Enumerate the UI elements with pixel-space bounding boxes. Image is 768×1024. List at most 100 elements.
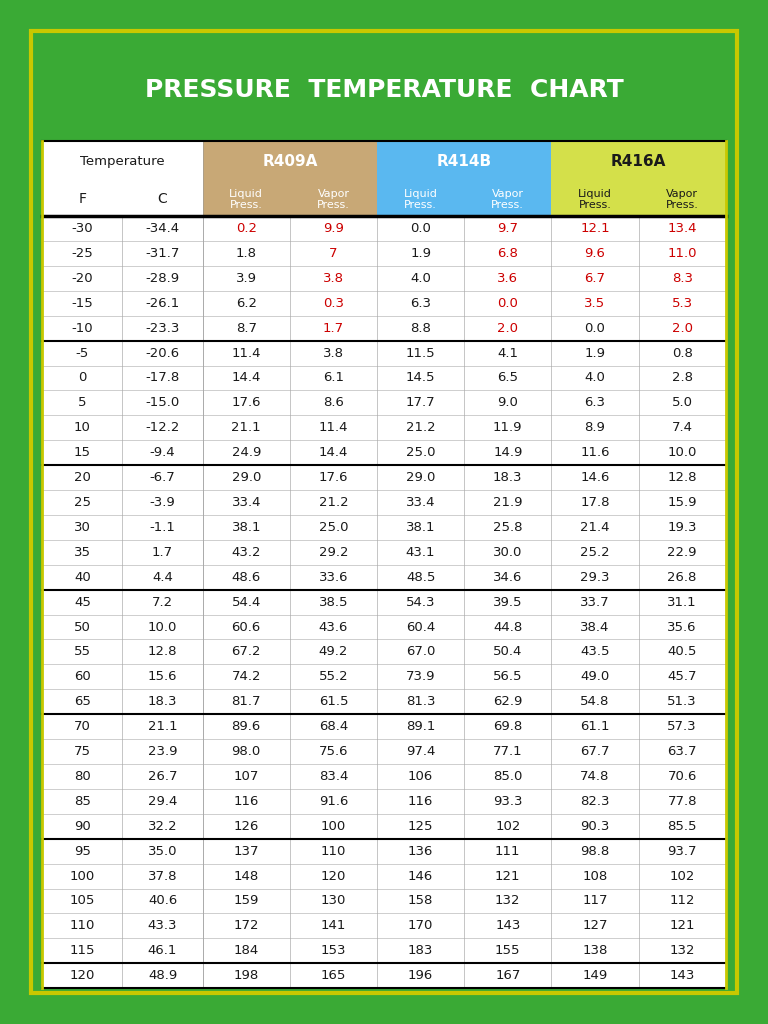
Text: 89.1: 89.1 (406, 720, 435, 733)
Text: 15.6: 15.6 (147, 671, 177, 683)
Text: 116: 116 (408, 795, 433, 808)
Text: Temperature: Temperature (80, 156, 165, 168)
Text: Vapor
Press.: Vapor Press. (492, 188, 525, 210)
Text: 20: 20 (74, 471, 91, 484)
FancyBboxPatch shape (42, 41, 726, 138)
Text: 126: 126 (233, 820, 259, 833)
Text: 5.3: 5.3 (671, 297, 693, 309)
Text: 30.0: 30.0 (493, 546, 522, 559)
Text: -20: -20 (71, 271, 93, 285)
Text: 132: 132 (670, 944, 695, 957)
Text: 100: 100 (321, 820, 346, 833)
Text: 48.6: 48.6 (232, 570, 261, 584)
FancyBboxPatch shape (551, 182, 638, 216)
Text: -31.7: -31.7 (145, 247, 180, 260)
Text: 38.4: 38.4 (581, 621, 610, 634)
Text: 7: 7 (329, 247, 338, 260)
Text: Vapor
Press.: Vapor Press. (317, 188, 350, 210)
Text: 196: 196 (408, 969, 433, 982)
Text: 17.6: 17.6 (319, 471, 348, 484)
Text: 4.0: 4.0 (410, 271, 431, 285)
Text: 40: 40 (74, 570, 91, 584)
Text: 100: 100 (70, 869, 95, 883)
Text: 1.9: 1.9 (584, 346, 605, 359)
Text: 44.8: 44.8 (493, 621, 522, 634)
Text: 18.3: 18.3 (147, 695, 177, 709)
Text: -3.9: -3.9 (150, 496, 175, 509)
Text: 29.0: 29.0 (232, 471, 261, 484)
Text: 8.7: 8.7 (236, 322, 257, 335)
Text: 26.8: 26.8 (667, 570, 697, 584)
Text: 25.8: 25.8 (493, 521, 522, 534)
Text: 9.9: 9.9 (323, 222, 344, 236)
Text: 90.3: 90.3 (581, 820, 610, 833)
Text: 8.8: 8.8 (410, 322, 431, 335)
Text: 43.5: 43.5 (581, 645, 610, 658)
Text: 48.9: 48.9 (148, 969, 177, 982)
Text: 1.7: 1.7 (152, 546, 173, 559)
Text: 127: 127 (582, 920, 607, 933)
Text: 8.3: 8.3 (672, 271, 693, 285)
Text: -15: -15 (71, 297, 93, 309)
Text: -26.1: -26.1 (145, 297, 180, 309)
FancyBboxPatch shape (377, 182, 464, 216)
FancyBboxPatch shape (551, 141, 726, 182)
Text: 198: 198 (233, 969, 259, 982)
Text: 75: 75 (74, 745, 91, 758)
Text: 5.0: 5.0 (672, 396, 693, 410)
Text: Liquid
Press.: Liquid Press. (230, 188, 263, 210)
Text: 125: 125 (408, 820, 433, 833)
Text: 46.1: 46.1 (148, 944, 177, 957)
Text: 29.4: 29.4 (148, 795, 177, 808)
Text: 21.9: 21.9 (493, 496, 522, 509)
Text: 17.8: 17.8 (581, 496, 610, 509)
Text: 158: 158 (408, 895, 433, 907)
Text: 120: 120 (321, 869, 346, 883)
Text: -17.8: -17.8 (145, 372, 180, 384)
Text: 31.1: 31.1 (667, 596, 697, 608)
Text: 25.0: 25.0 (319, 521, 348, 534)
Text: 137: 137 (233, 845, 259, 858)
Text: 0: 0 (78, 372, 87, 384)
Text: 6.7: 6.7 (584, 271, 605, 285)
Text: 61.1: 61.1 (581, 720, 610, 733)
FancyBboxPatch shape (464, 182, 551, 216)
Text: F: F (78, 193, 86, 206)
Text: 32.2: 32.2 (147, 820, 177, 833)
Text: 12.8: 12.8 (667, 471, 697, 484)
Text: 67.0: 67.0 (406, 645, 435, 658)
Text: 115: 115 (70, 944, 95, 957)
Text: 8.6: 8.6 (323, 396, 344, 410)
Text: 50.4: 50.4 (493, 645, 522, 658)
Text: 149: 149 (582, 969, 607, 982)
Text: 172: 172 (233, 920, 259, 933)
Text: 50: 50 (74, 621, 91, 634)
FancyBboxPatch shape (203, 182, 290, 216)
Text: 29.2: 29.2 (319, 546, 348, 559)
Text: 61.5: 61.5 (319, 695, 348, 709)
Text: 14.4: 14.4 (319, 446, 348, 459)
Text: 39.5: 39.5 (493, 596, 522, 608)
Text: 54.4: 54.4 (232, 596, 261, 608)
Text: R409A: R409A (262, 155, 317, 169)
Text: 25.2: 25.2 (580, 546, 610, 559)
Text: 77.8: 77.8 (667, 795, 697, 808)
FancyBboxPatch shape (31, 31, 737, 993)
Text: 62.9: 62.9 (493, 695, 522, 709)
Text: 34.6: 34.6 (493, 570, 522, 584)
Text: 0.0: 0.0 (584, 322, 605, 335)
Text: 21.2: 21.2 (319, 496, 348, 509)
Text: -9.4: -9.4 (150, 446, 175, 459)
Text: 4.0: 4.0 (584, 372, 605, 384)
Text: 6.3: 6.3 (584, 396, 605, 410)
Text: 2.0: 2.0 (672, 322, 693, 335)
Text: 70: 70 (74, 720, 91, 733)
Text: 11.0: 11.0 (667, 247, 697, 260)
Text: 67.7: 67.7 (581, 745, 610, 758)
Text: 153: 153 (321, 944, 346, 957)
Text: 81.3: 81.3 (406, 695, 435, 709)
Text: -25: -25 (71, 247, 93, 260)
Text: 4.1: 4.1 (498, 346, 518, 359)
Text: 38.1: 38.1 (406, 521, 435, 534)
Text: -28.9: -28.9 (145, 271, 180, 285)
